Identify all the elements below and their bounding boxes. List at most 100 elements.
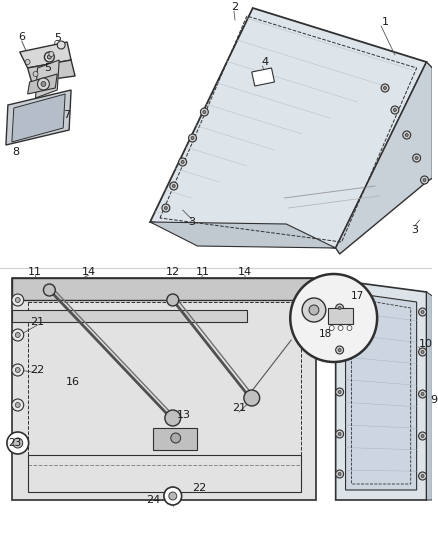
Circle shape [162,204,170,212]
Circle shape [309,305,319,315]
Circle shape [419,390,427,398]
Circle shape [164,206,167,209]
Circle shape [57,41,65,49]
Polygon shape [150,222,336,248]
Polygon shape [427,292,432,500]
Polygon shape [20,42,71,68]
Text: 18: 18 [319,329,332,339]
Text: 23: 23 [8,438,21,448]
Circle shape [336,388,343,396]
Circle shape [338,306,341,310]
Circle shape [384,86,386,90]
Text: 3: 3 [411,225,418,235]
Circle shape [336,430,343,438]
Circle shape [419,348,427,356]
Circle shape [338,432,341,435]
Text: 17: 17 [351,291,364,301]
Circle shape [391,106,399,114]
Polygon shape [28,74,57,94]
Circle shape [290,274,377,362]
Polygon shape [150,8,427,248]
Circle shape [347,326,352,330]
Text: 8: 8 [12,147,19,157]
Circle shape [421,434,424,438]
Text: 13: 13 [177,410,191,420]
Circle shape [164,487,182,505]
Circle shape [25,60,30,64]
Circle shape [338,391,341,393]
Text: 14: 14 [82,267,96,277]
Circle shape [244,390,260,406]
Text: 24: 24 [146,495,160,505]
Text: 3: 3 [188,217,195,227]
Circle shape [12,364,24,376]
Polygon shape [328,308,353,324]
Circle shape [12,329,24,341]
Circle shape [12,294,24,306]
Polygon shape [346,292,417,490]
Circle shape [47,55,51,59]
Text: 22: 22 [192,483,207,493]
Text: 11: 11 [195,267,209,277]
Circle shape [13,438,23,448]
Text: 12: 12 [166,267,180,277]
Polygon shape [12,278,316,500]
Circle shape [423,179,426,182]
Circle shape [338,349,341,351]
Circle shape [12,399,24,411]
Circle shape [33,71,38,77]
Circle shape [420,176,428,184]
Polygon shape [252,68,275,86]
Polygon shape [12,310,247,322]
Circle shape [419,308,427,316]
Text: 1: 1 [381,17,389,27]
Circle shape [421,351,424,353]
Circle shape [181,160,184,164]
Text: 6: 6 [18,32,25,42]
Circle shape [405,133,408,136]
Polygon shape [336,280,427,500]
Circle shape [7,432,28,454]
Circle shape [44,52,54,62]
Circle shape [38,78,49,90]
Polygon shape [6,90,71,145]
Text: 5: 5 [54,33,61,43]
Circle shape [15,297,20,303]
Circle shape [15,402,20,408]
Circle shape [421,474,424,478]
Circle shape [336,304,343,312]
Circle shape [179,158,187,166]
Circle shape [15,333,20,337]
Circle shape [421,311,424,313]
Polygon shape [35,60,59,98]
Circle shape [41,82,46,86]
Circle shape [201,108,208,116]
Circle shape [189,134,197,142]
Text: 10: 10 [419,339,433,349]
Circle shape [336,470,343,478]
Circle shape [167,294,179,306]
Circle shape [338,326,343,330]
Polygon shape [12,278,316,300]
Text: 4: 4 [261,57,268,67]
Text: 16: 16 [66,377,80,387]
Text: 21: 21 [31,317,45,327]
Text: 21: 21 [232,403,246,413]
Circle shape [393,109,396,111]
Polygon shape [153,428,198,450]
Circle shape [170,182,178,190]
Circle shape [329,326,334,330]
Circle shape [191,136,194,140]
Circle shape [43,284,55,296]
Circle shape [419,432,427,440]
Circle shape [403,131,411,139]
Circle shape [419,472,427,480]
Polygon shape [28,60,75,82]
Circle shape [415,157,418,159]
Circle shape [165,410,180,426]
Circle shape [336,346,343,354]
Circle shape [381,84,389,92]
Circle shape [302,298,326,322]
Text: 5: 5 [44,63,51,73]
Circle shape [172,184,175,188]
